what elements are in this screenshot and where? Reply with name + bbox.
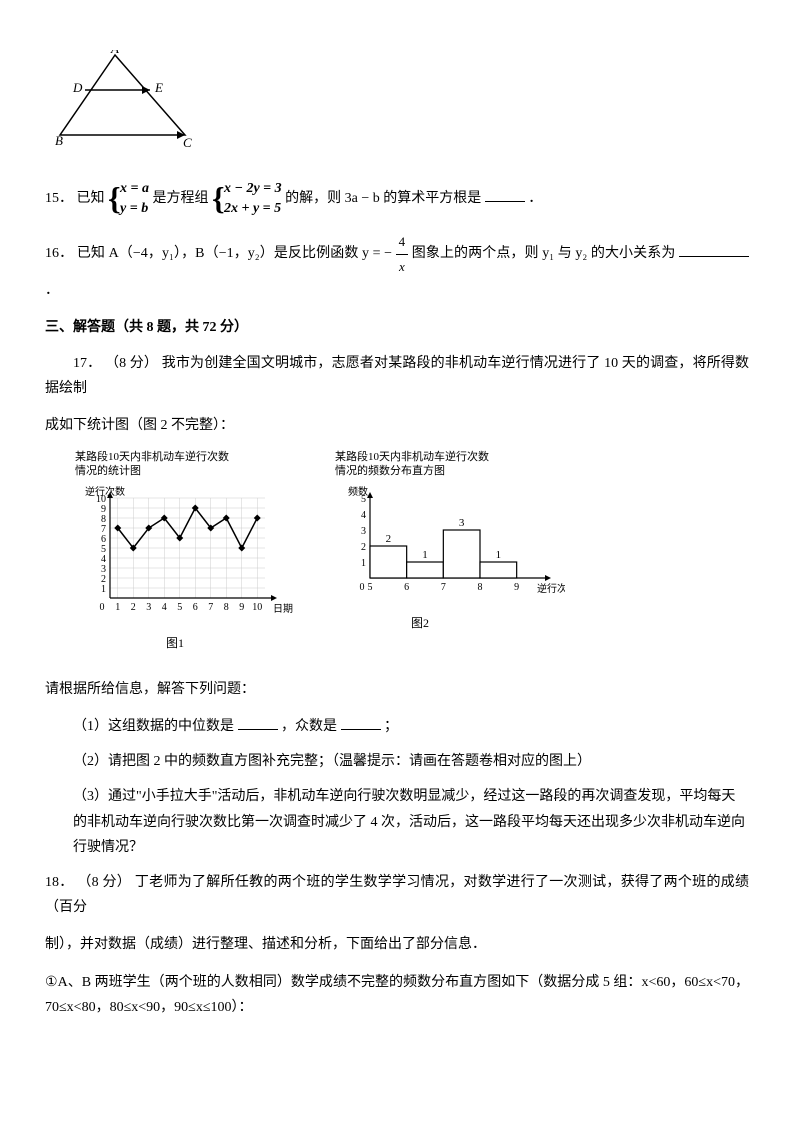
q17-prompt: 请根据所给信息，解答下列问题： [45, 677, 749, 702]
chart1-svg: 逆行次数12345678910123456789100日期图1 [75, 483, 295, 653]
svg-text:E: E [154, 80, 163, 95]
svg-text:2: 2 [101, 574, 106, 585]
svg-text:3: 3 [101, 564, 106, 575]
chart2-title: 某路段10天内非机动车逆行次数 情况的频数分布直方图 [335, 450, 565, 479]
svg-text:4: 4 [162, 602, 167, 613]
question-15: 15． 已知 x = a y = b 是方程组 x − 2y = 3 2x + … [45, 179, 749, 218]
q18-number: 18． [45, 875, 74, 890]
svg-text:图1: 图1 [166, 636, 184, 650]
q18-points: （8 分） [77, 875, 131, 890]
svg-text:1: 1 [115, 602, 120, 613]
svg-text:D: D [72, 80, 83, 95]
question-18-line1: 18． （8 分） 丁老师为了解所任教的两个班的学生数学学习情况，对数学进行了一… [45, 870, 749, 920]
triangle-svg: A B C D E [55, 50, 205, 150]
svg-text:5: 5 [177, 602, 182, 613]
q17-sub1: （1）这组数据的中位数是 ，众数是 ； [73, 714, 749, 739]
q17-sub3: （3）通过"小手拉大手"活动后，非机动车逆向行驶次数明显减少，经过这一路段的再次… [73, 784, 749, 860]
svg-text:1: 1 [422, 549, 428, 561]
q15-blank [485, 188, 525, 202]
svg-text:1: 1 [361, 558, 366, 569]
svg-text:B: B [55, 133, 63, 148]
q18-text1: 丁老师为了解所任教的两个班的学生数学学习情况，对数学进行了一次测试，获得了两个班… [45, 875, 749, 915]
svg-text:1: 1 [101, 584, 106, 595]
q17-sub2: （2）请把图 2 中的频数直方图补充完整；（温馨提示：请画在答题卷相对应的图上） [73, 749, 749, 774]
q15-suffix: ． [528, 191, 542, 206]
svg-text:5: 5 [368, 582, 373, 593]
svg-text:7: 7 [441, 582, 446, 593]
svg-text:6: 6 [101, 534, 106, 545]
q17-points: （8 分） [105, 356, 158, 371]
section-3-title: 三、解答题（共 8 题，共 72 分） [45, 315, 749, 340]
svg-text:2: 2 [386, 533, 392, 545]
chart2-svg: 频数123450213156789逆行次数图2 [335, 483, 565, 633]
svg-text:0: 0 [360, 582, 365, 593]
svg-text:7: 7 [101, 524, 106, 535]
svg-text:A: A [110, 50, 119, 56]
q18-sub1: ①A、B 两班学生（两个班的人数相同）数学成绩不完整的频数分布直方图如下（数据分… [45, 970, 749, 1020]
svg-text:日期: 日期 [273, 603, 293, 615]
svg-text:4: 4 [101, 554, 106, 565]
svg-text:9: 9 [101, 504, 106, 515]
svg-text:8: 8 [478, 582, 483, 593]
chart2-container: 某路段10天内非机动车逆行次数 情况的频数分布直方图 频数12345021315… [335, 450, 565, 662]
svg-text:3: 3 [146, 602, 151, 613]
q16-number: 16． [45, 246, 73, 261]
q17-sub1-blank1 [238, 716, 278, 730]
svg-text:1: 1 [496, 549, 502, 561]
q17-sub1-blank2 [341, 716, 381, 730]
q15-prefix: 已知 [77, 191, 105, 206]
question-17-line2: 成如下统计图（图 2 不完整）： [45, 413, 749, 438]
question-18-line2: 制），并对数据（成绩）进行整理、描述和分析，下面给出了部分信息． [45, 932, 749, 957]
question-17-line1: 17． （8 分） 我市为创建全国文明城市，志愿者对某路段的非机动车逆行情况进行… [45, 351, 749, 401]
svg-text:6: 6 [404, 582, 409, 593]
svg-text:10: 10 [96, 494, 106, 505]
q15-mid2: 的解，则 3a − b 的算术平方根是 [285, 191, 481, 206]
svg-text:5: 5 [101, 544, 106, 555]
svg-text:8: 8 [101, 514, 106, 525]
svg-text:9: 9 [514, 582, 519, 593]
question-16: 16． 已知 A（−4，y₁），B（−1，y₂）是反比例函数 y = − 4 x… [45, 230, 749, 303]
svg-text:C: C [183, 135, 192, 150]
svg-text:7: 7 [208, 602, 213, 613]
svg-text:逆行次数: 逆行次数 [537, 582, 565, 595]
q15-number: 15． [45, 191, 73, 206]
svg-text:8: 8 [224, 602, 229, 613]
svg-text:3: 3 [459, 517, 465, 529]
svg-text:4: 4 [361, 510, 366, 521]
q16-before: 已知 A（−4，y₁），B（−1，y₂）是反比例函数 y = − [77, 246, 392, 261]
q15-system2: x − 2y = 3 2x + y = 5 [212, 179, 282, 218]
svg-text:6: 6 [193, 602, 198, 613]
chart1-title: 某路段10天内非机动车逆行次数 情况的统计图 [75, 450, 295, 479]
q17-number: 17． [73, 356, 101, 371]
q16-suffix: ． [45, 283, 59, 298]
charts-row: 某路段10天内非机动车逆行次数 情况的统计图 逆行次数1234567891012… [75, 450, 749, 662]
triangle-figure: A B C D E [55, 50, 749, 159]
chart1-container: 某路段10天内非机动车逆行次数 情况的统计图 逆行次数1234567891012… [75, 450, 295, 662]
svg-text:0: 0 [100, 602, 105, 613]
svg-text:图2: 图2 [411, 616, 429, 630]
q16-after: 图象上的两个点，则 y₁ 与 y₂ 的大小关系为 [412, 246, 676, 261]
svg-text:3: 3 [361, 526, 366, 537]
q16-fraction: 4 x [396, 230, 409, 278]
q15-system1: x = a y = b [108, 179, 149, 218]
q15-mid1: 是方程组 [152, 191, 208, 206]
svg-text:5: 5 [361, 494, 366, 505]
svg-text:2: 2 [361, 542, 366, 553]
svg-text:10: 10 [252, 602, 262, 613]
svg-text:9: 9 [239, 602, 244, 613]
svg-text:2: 2 [131, 602, 136, 613]
q16-blank [679, 243, 749, 257]
